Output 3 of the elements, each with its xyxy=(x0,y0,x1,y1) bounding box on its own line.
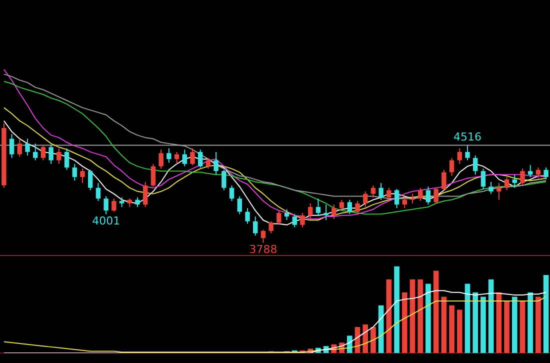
annotation: 4001 xyxy=(92,214,120,228)
annotation: 4516 xyxy=(454,130,482,144)
annotation: 3788 xyxy=(249,243,278,256)
